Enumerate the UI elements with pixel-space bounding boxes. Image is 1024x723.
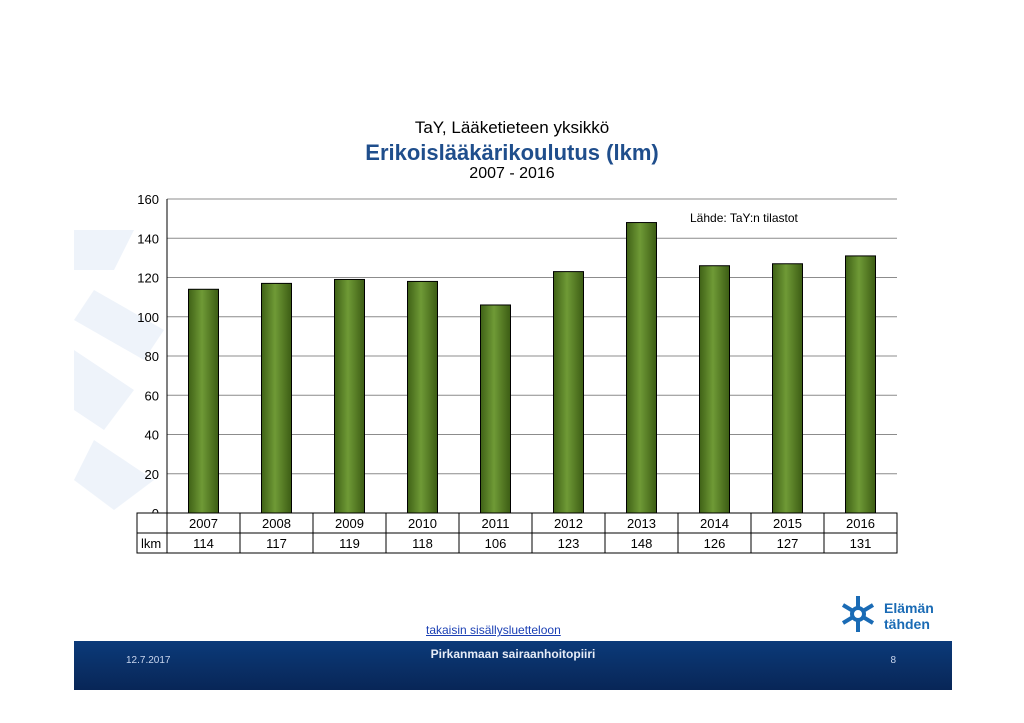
x-tick-label: 2010: [408, 516, 437, 531]
table-value: 123: [558, 536, 580, 551]
y-tick-label: 100: [137, 310, 159, 325]
table-row-label: lkm: [141, 536, 161, 551]
x-tick-label: 2013: [627, 516, 656, 531]
x-tick-label: 2009: [335, 516, 364, 531]
x-tick-label: 2015: [773, 516, 802, 531]
table-value: 127: [777, 536, 799, 551]
footer-organization: Pirkanmaan sairaanhoitopiiri: [430, 647, 596, 661]
bar-2011: [480, 304, 511, 514]
table-value: 119: [339, 536, 360, 551]
table-value: 117: [266, 536, 287, 551]
y-tick-label: 40: [145, 428, 159, 443]
bar-2009: [334, 278, 365, 514]
y-tick-label: 160: [137, 192, 159, 207]
page-number: 8: [890, 655, 896, 666]
logo-line-1: Elämän: [884, 600, 934, 616]
table-value: 106: [485, 536, 507, 551]
x-tick-label: 2011: [482, 516, 510, 531]
table-value: 126: [704, 536, 726, 551]
x-tick-label: 2008: [262, 516, 291, 531]
logo-line-2: tähden: [884, 616, 930, 632]
chart-subtitle-organization: TaY, Lääketieteen yksikkö: [414, 118, 610, 137]
table-value: 118: [412, 536, 433, 551]
source-annotation: Lähde: TaY:n tilastot: [690, 211, 799, 225]
bar-2008: [261, 282, 292, 514]
footer-bar: 12.7.2017 Pirkanmaan sairaanhoitopiiri 8: [74, 641, 952, 690]
footer-date: 12.7.2017: [126, 655, 171, 666]
x-tick-label: 2012: [554, 516, 583, 531]
logo: Elämän tähden: [828, 586, 938, 641]
y-tick-label: 20: [145, 467, 159, 482]
bar-2013: [626, 222, 657, 514]
bar-2015: [772, 263, 803, 514]
bar-2012: [553, 271, 584, 514]
x-tick-label: 2016: [846, 516, 875, 531]
slide: [74, 0, 952, 690]
bar-2010: [407, 280, 438, 514]
back-to-contents-link[interactable]: takaisin sisällysluetteloon: [426, 623, 561, 637]
table-value: 148: [631, 536, 653, 551]
table-value: 114: [193, 536, 214, 551]
y-tick-label: 140: [137, 231, 159, 246]
chart-title: Erikoislääkärikoulutus (lkm): [365, 140, 659, 165]
watermark-star-icon: [74, 230, 164, 510]
x-tick-label: 2007: [189, 516, 218, 531]
x-tick-label: 2014: [700, 516, 729, 531]
bar-2014: [699, 265, 730, 514]
star-of-life-icon: [841, 596, 875, 632]
y-tick-label: 120: [137, 271, 159, 286]
table-value: 131: [850, 536, 872, 551]
chart-period: 2007 - 2016: [469, 165, 555, 182]
logo-text: Elämän tähden: [884, 600, 934, 632]
y-tick-label: 80: [145, 349, 159, 364]
bar-chart: 020406080100120140160Lähde: TaY:n tilast…: [136, 192, 898, 554]
bar-2016: [845, 255, 876, 514]
y-tick-label: 60: [145, 388, 159, 403]
bar-2007: [188, 288, 219, 514]
